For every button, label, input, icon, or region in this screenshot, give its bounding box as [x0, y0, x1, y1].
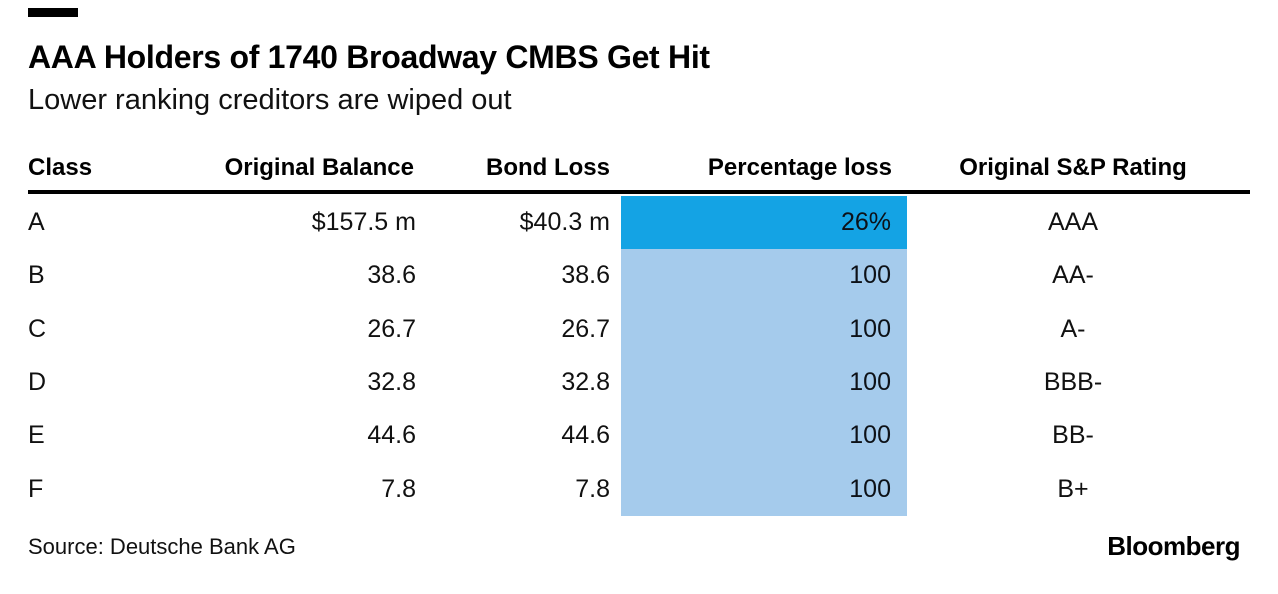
- cell-percentage-loss: 100: [621, 355, 907, 410]
- table-body: A $157.5 m $40.3 m 26% AAA B 38.6 38.6 1…: [28, 196, 1250, 516]
- cell-class: D: [28, 368, 47, 397]
- table-row: C 26.7 26.7 100 A-: [28, 302, 1250, 356]
- cell-original-balance: $157.5 m: [311, 208, 416, 237]
- table-row: E 44.6 44.6 100 BB-: [28, 409, 1250, 463]
- table-row: D 32.8 32.8 100 BBB-: [28, 355, 1250, 410]
- cell-bond-loss: 7.8: [575, 474, 610, 503]
- cell-bond-loss: 38.6: [561, 261, 610, 290]
- cell-percentage-loss: 100: [621, 302, 907, 356]
- cell-rating: BBB-: [1043, 368, 1103, 397]
- column-header-percentage-loss: Percentage loss: [707, 154, 892, 181]
- cell-original-balance: 32.8: [367, 368, 416, 397]
- cell-rating: A-: [1060, 314, 1086, 343]
- column-header-bond-loss: Bond Loss: [486, 154, 610, 181]
- cell-rating: AA-: [1052, 261, 1094, 290]
- cell-rating: BB-: [1052, 421, 1094, 450]
- cell-percentage-loss: 100: [621, 462, 907, 516]
- cell-bond-loss: 32.8: [561, 368, 610, 397]
- table-row: B 38.6 38.6 100 AA-: [28, 249, 1250, 303]
- cell-bond-loss: 44.6: [561, 421, 610, 450]
- cell-bond-loss: $40.3 m: [519, 208, 610, 237]
- cell-bond-loss: 26.7: [561, 314, 610, 343]
- column-header-class: Class: [28, 154, 93, 181]
- cell-class: B: [28, 261, 45, 290]
- column-header-sp-rating: Original S&P Rating: [959, 154, 1187, 181]
- cell-original-balance: 7.8: [381, 474, 416, 503]
- cell-percentage-loss: 100: [621, 249, 907, 303]
- bloomberg-logo: Bloomberg: [1107, 531, 1240, 561]
- table-row: F 7.8 7.8 100 B+: [28, 462, 1250, 516]
- cell-percentage-loss: 26%: [621, 196, 907, 250]
- cell-original-balance: 38.6: [367, 261, 416, 290]
- cell-rating: AAA: [1047, 208, 1099, 237]
- column-header-original-balance: Original Balance: [224, 154, 414, 181]
- loss-table: Class Original Balance Bond Loss Percent…: [28, 140, 1250, 516]
- table-row: A $157.5 m $40.3 m 26% AAA: [28, 196, 1250, 250]
- source-credit: Source: Deutsche Bank AG: [28, 534, 296, 559]
- cell-original-balance: 26.7: [367, 314, 416, 343]
- cell-class: F: [28, 474, 44, 503]
- header-divider-rule: [28, 190, 1250, 194]
- cell-class: A: [28, 208, 45, 237]
- chart-title: AAA Holders of 1740 Broadway CMBS Get Hi…: [28, 39, 710, 75]
- cell-original-balance: 44.6: [367, 421, 416, 450]
- bloomberg-key-bar-icon: [28, 8, 78, 17]
- table-header-row: Class Original Balance Bond Loss Percent…: [28, 140, 1250, 190]
- cell-class: C: [28, 314, 47, 343]
- chart-subtitle: Lower ranking creditors are wiped out: [28, 84, 512, 116]
- cell-percentage-loss: 100: [621, 409, 907, 463]
- cell-rating: B+: [1057, 474, 1089, 503]
- cell-class: E: [28, 421, 45, 450]
